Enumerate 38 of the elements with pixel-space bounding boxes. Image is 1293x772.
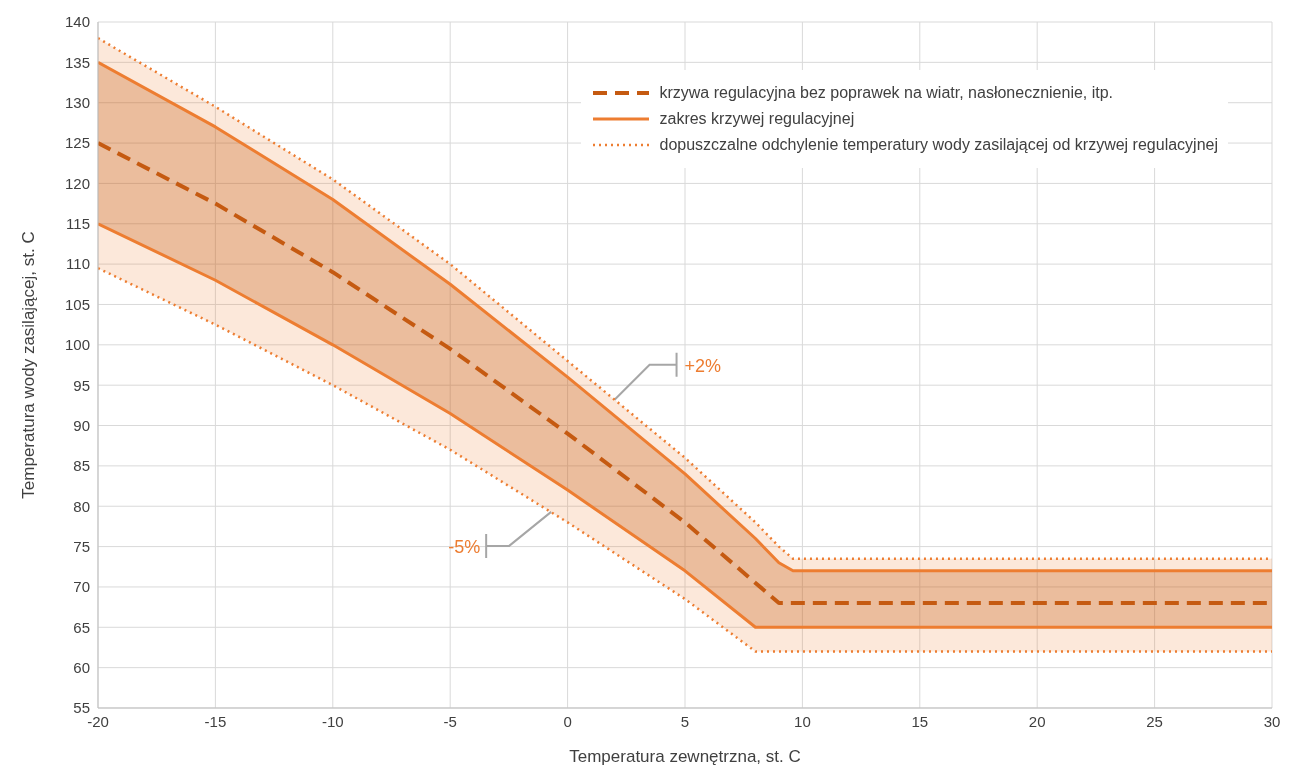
- y-tick-label: 125: [64, 134, 90, 152]
- y-tick-label: 75: [73, 537, 90, 555]
- y-tick-label: 140: [64, 13, 90, 31]
- y-axis-title: Temperatura wody zasilającej, st. C: [19, 231, 39, 499]
- y-tick-label: 110: [66, 255, 90, 273]
- y-tick-label: 60: [73, 658, 90, 676]
- x-tick-label: 30: [1263, 712, 1281, 730]
- y-tick-label: 115: [66, 215, 90, 233]
- legend-label: zakres krzywej regulacyjnej: [659, 110, 855, 128]
- y-tick-label: 105: [64, 295, 90, 313]
- x-tick-label: 15: [911, 712, 929, 730]
- x-tick-label: -20: [87, 712, 109, 730]
- annotation: +2%: [684, 355, 722, 376]
- legend-label: dopuszczalne odchylenie temperatury wody zasilającej od krzywej regulacyjnej: [659, 136, 1218, 154]
- x-tick-label: -5: [443, 712, 457, 730]
- y-tick-label: 65: [73, 618, 90, 636]
- annotation: -5%: [448, 536, 481, 557]
- legend-label: krzywa regulacyjna bez poprawek na wiatr, nasłonecznienie, itp.: [659, 84, 1114, 102]
- y-tick-label: 55: [73, 699, 90, 717]
- y-tick-label: 70: [73, 578, 90, 596]
- y-tick-label: 95: [73, 376, 90, 394]
- x-tick-label: 10: [794, 712, 811, 730]
- y-tick-label: 90: [73, 416, 90, 434]
- y-tick-label: 100: [64, 336, 90, 354]
- x-tick-label: -10: [321, 712, 344, 730]
- x-tick-label: -15: [204, 712, 227, 730]
- x-tick-label: 25: [1146, 712, 1163, 730]
- line-series: [98, 222, 1272, 629]
- x-tick-label: 20: [1028, 712, 1046, 730]
- y-tick-label: 130: [64, 94, 90, 112]
- y-tick-label: 135: [64, 53, 90, 71]
- x-axis-title: Temperatura zewnętrzna, st. C: [569, 747, 801, 767]
- line-series: [98, 266, 1272, 653]
- y-tick-label: 120: [64, 174, 90, 192]
- x-tick-label: 0: [563, 712, 572, 730]
- y-tick-label: 85: [73, 457, 90, 475]
- y-tick-label: 80: [73, 497, 90, 515]
- x-tick-label: 5: [680, 712, 690, 730]
